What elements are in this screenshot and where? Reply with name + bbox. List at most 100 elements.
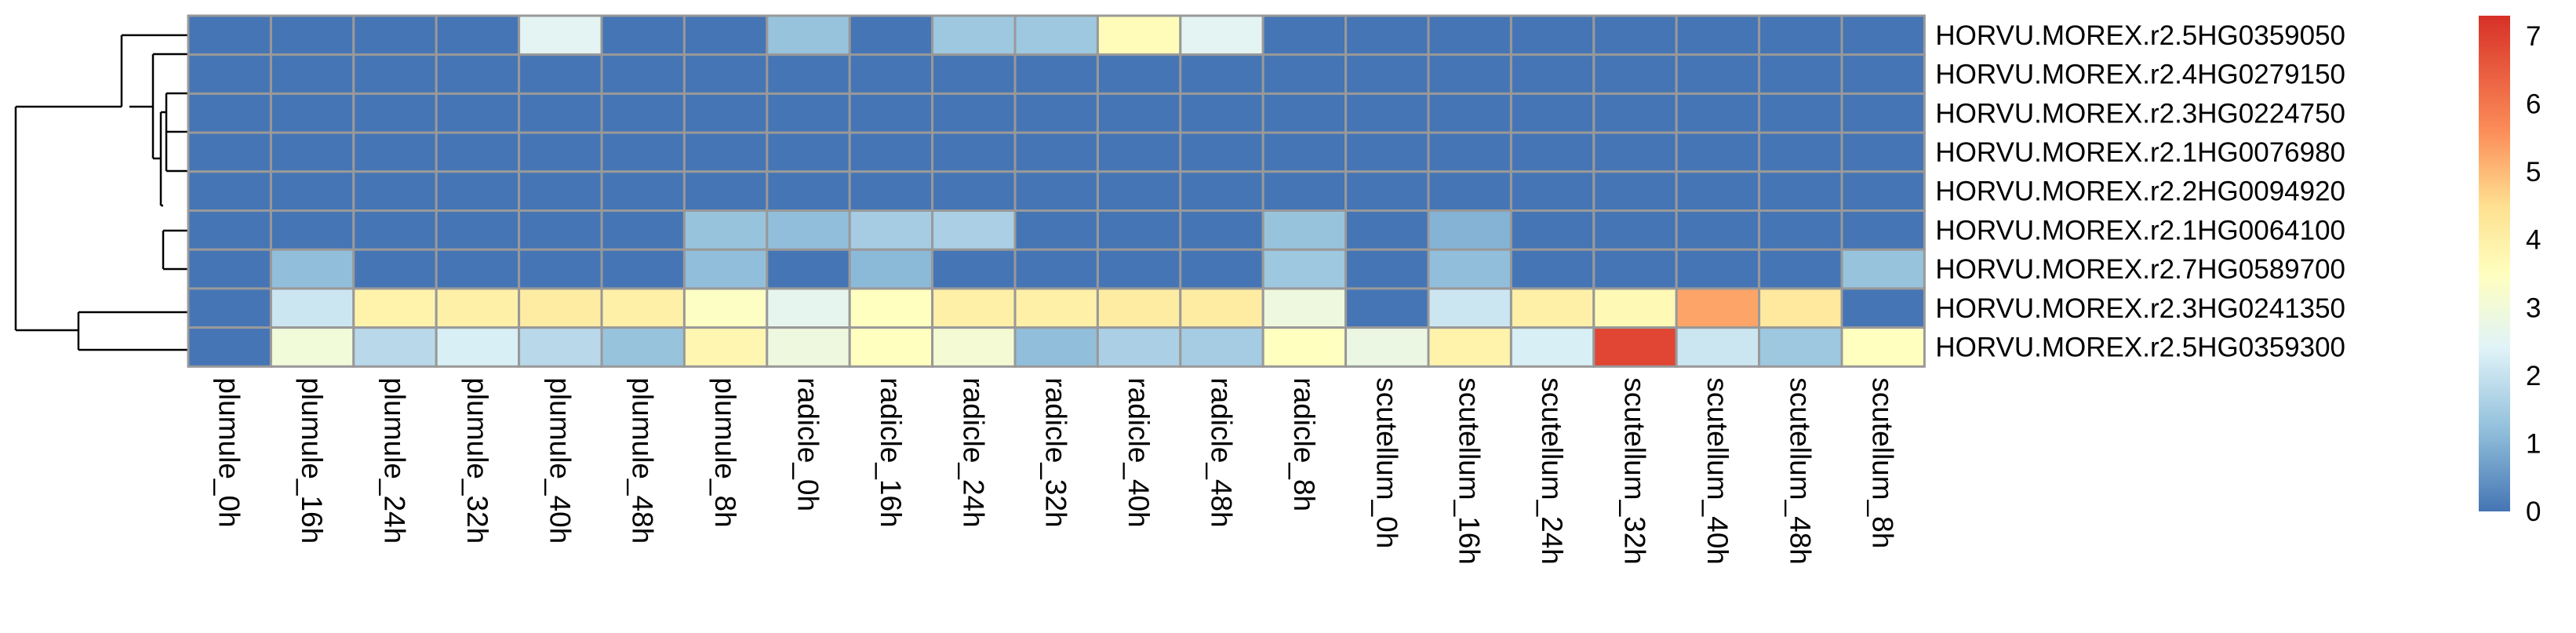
heatmap-cell — [848, 170, 934, 213]
heatmap-cell — [1096, 14, 1182, 56]
heatmap-cell — [1096, 131, 1182, 173]
heatmap-cell — [352, 14, 438, 56]
heatmap-cell — [1675, 14, 1761, 56]
heatmap-cell — [352, 287, 438, 329]
row-label: HORVU.MOREX.r2.5HG0359300 — [1935, 333, 2345, 363]
row-label: HORVU.MOREX.r2.4HG0279150 — [1935, 60, 2345, 90]
heatmap-cell — [1675, 131, 1761, 173]
heatmap-cell — [600, 287, 686, 329]
row-labels: HORVU.MOREX.r2.5HG0359050 HORVU.MOREX.r2.… — [1935, 20, 2345, 363]
heatmap-cell — [1758, 53, 1843, 95]
heatmap-cell — [269, 287, 355, 329]
column-label: radicle_40h — [1122, 377, 1155, 527]
row-label: HORVU.MOREX.r2.1HG0076980 — [1935, 137, 2345, 168]
heatmap-cell — [352, 248, 438, 290]
heatmap-cell — [682, 170, 769, 213]
heatmap-cell — [682, 53, 769, 95]
heatmap-cell — [1013, 326, 1099, 368]
heatmap-cell — [1179, 248, 1264, 290]
heatmap-cell — [1427, 248, 1512, 290]
heatmap-cell — [848, 287, 934, 329]
heatmap-cell — [269, 92, 355, 134]
heatmap-cell — [1592, 287, 1678, 329]
heatmap-cell — [1096, 53, 1182, 95]
heatmap-cell — [1840, 248, 1926, 290]
heatmap-cell — [352, 209, 438, 251]
heatmap-cell — [1179, 14, 1264, 56]
heatmap-cell — [1179, 92, 1264, 134]
heatmap-cell — [187, 14, 272, 56]
heatmap-cell — [1096, 326, 1182, 368]
heatmap-cell — [1840, 287, 1926, 329]
heatmap-cell — [518, 92, 603, 134]
column-label: plumule_32h — [461, 377, 493, 544]
row-label: HORVU.MOREX.r2.3HG0241350 — [1935, 293, 2345, 324]
heatmap-cell — [1592, 209, 1678, 251]
heatmap-cell — [1758, 287, 1843, 329]
heatmap-cell — [1427, 170, 1512, 213]
heatmap-cell — [1261, 14, 1348, 56]
heatmap-cell — [848, 53, 934, 95]
heatmap-cell — [931, 209, 1017, 251]
heatmap-cell — [1840, 170, 1926, 213]
heatmap-cell — [269, 326, 355, 368]
heatmap-cell — [1592, 92, 1678, 134]
heatmap-cell — [518, 287, 603, 329]
heatmap-cell — [435, 326, 521, 368]
column-label: plumule_16h — [296, 377, 328, 544]
heatmap-cell — [931, 131, 1017, 173]
heatmap-cell — [1592, 14, 1678, 56]
heatmap-cell — [352, 170, 438, 213]
heatmap-cell — [1344, 14, 1430, 56]
heatmap-cell — [1096, 287, 1182, 329]
heatmap-cell — [1840, 326, 1926, 368]
column-label: radicle_16h — [875, 377, 907, 527]
heatmap-cell — [600, 14, 686, 56]
heatmap-cell — [1675, 326, 1761, 368]
heatmap-cells — [187, 14, 1926, 368]
heatmap-cell — [766, 131, 851, 173]
heatmap-cell — [518, 53, 603, 95]
legend-tick-label: 7 — [2526, 21, 2541, 52]
heatmap-cell — [600, 53, 686, 95]
row-label: HORVU.MOREX.r2.5HG0359050 — [1935, 20, 2345, 51]
heatmap-cell — [1427, 326, 1512, 368]
column-label: scutellum_32h — [1619, 377, 1651, 565]
heatmap-cell — [1592, 248, 1678, 290]
heatmap-cell — [1758, 248, 1843, 290]
heatmap-cell — [1179, 53, 1264, 95]
heatmap-cell — [1509, 92, 1595, 134]
heatmap-cell — [1840, 14, 1926, 56]
heatmap-cell — [848, 326, 934, 368]
heatmap-cell — [1675, 287, 1761, 329]
heatmap-cell — [1013, 209, 1099, 251]
heatmap-cell — [600, 170, 686, 213]
row-label: HORVU.MOREX.r2.2HG0094920 — [1935, 176, 2345, 207]
heatmap-cell — [1592, 53, 1678, 95]
heatmap-cell — [848, 14, 934, 56]
heatmap-cell — [931, 287, 1017, 329]
heatmap-cell — [187, 248, 272, 290]
heatmap-cell — [435, 209, 521, 251]
heatmap-cell — [931, 170, 1017, 213]
heatmap-cell — [352, 131, 438, 173]
heatmap-cell — [1261, 248, 1348, 290]
heatmap-cell — [352, 92, 438, 134]
heatmap-cell — [682, 248, 769, 290]
heatmap-cell — [1840, 53, 1926, 95]
heatmap-cell — [682, 209, 769, 251]
heatmap-cell — [435, 53, 521, 95]
heatmap-cell — [518, 326, 603, 368]
heatmap-cell — [1675, 209, 1761, 251]
heatmap-cell — [435, 170, 521, 213]
heatmap-cell — [1261, 287, 1348, 329]
heatmap-cell — [1013, 131, 1099, 173]
heatmap-cell — [1427, 209, 1512, 251]
column-label: radicle_24h — [957, 377, 989, 527]
heatmap-cell — [1179, 326, 1264, 368]
heatmap-cell — [1758, 131, 1843, 173]
heatmap-cell — [766, 14, 851, 56]
row-label: HORVU.MOREX.r2.7HG0589700 — [1935, 254, 2345, 285]
heatmap-cell — [600, 326, 686, 368]
